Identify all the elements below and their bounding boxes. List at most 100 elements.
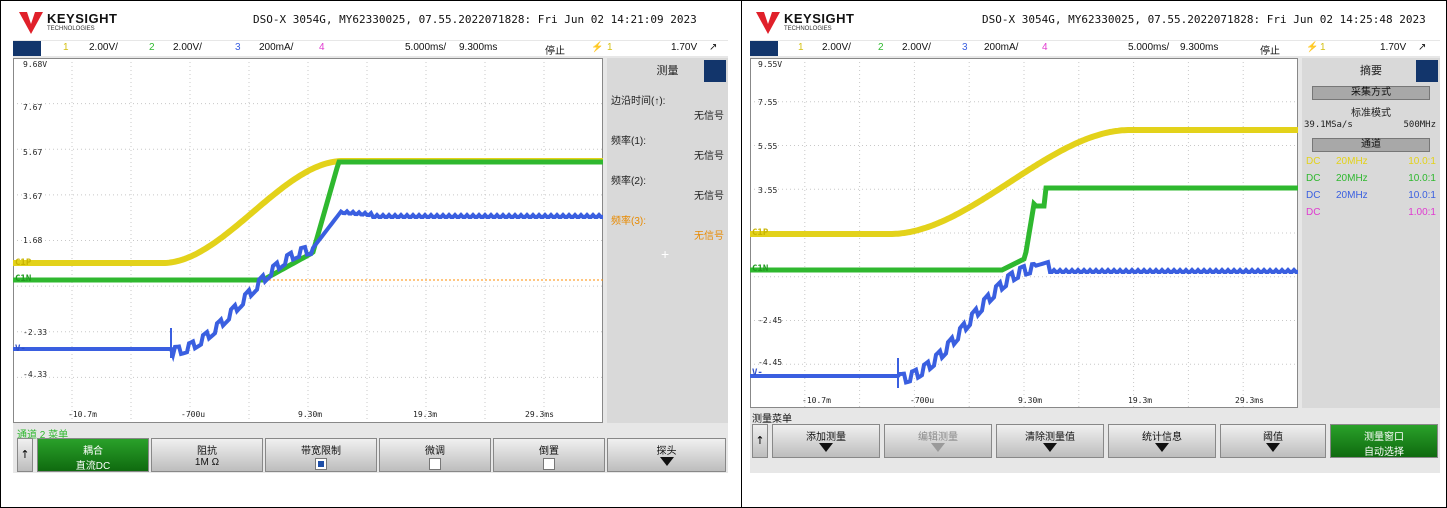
softkey-fine[interactable]: 微调 <box>379 438 491 472</box>
softkey-invert[interactable]: 倒置 <box>493 438 605 472</box>
trigger-level[interactable]: 1.70V <box>671 42 698 53</box>
sidebar-close-button[interactable] <box>704 60 726 82</box>
ch1-number[interactable]: 1 <box>798 42 804 53</box>
measurement-label: 边沿时间(↑): <box>611 96 666 107</box>
ch3-scale[interactable]: 200mA/ <box>984 42 1019 53</box>
softkey-statistics[interactable]: 统计信息 <box>1108 424 1216 458</box>
brand-subtitle: TECHNOLOGIES <box>47 26 95 32</box>
softkey-probe[interactable]: 探头 <box>607 438 726 472</box>
x-label: 19.3m <box>413 410 438 419</box>
delay[interactable]: 9.300ms <box>459 42 498 53</box>
softkey-bw-limit[interactable]: 带宽限制 <box>265 438 377 472</box>
ch1-number[interactable]: 1 <box>63 42 69 53</box>
run-state[interactable]: 停止 <box>1260 46 1280 57</box>
y-label: 9.55V <box>758 60 783 69</box>
channel-summary-bw: 20MHz <box>1336 173 1368 184</box>
v-minus-marker: V- <box>752 368 763 378</box>
softkey-edit-measurement[interactable]: 编辑测量 <box>884 424 992 458</box>
x-label: -10.7m <box>68 410 97 419</box>
channel-summary-row: DC 20MHz 10.0:1 <box>1306 156 1436 172</box>
ch4-number[interactable]: 4 <box>1042 42 1048 53</box>
channel-summary-ratio: 1.00:1 <box>1408 207 1436 218</box>
softkey-label: 编辑测量 <box>918 432 958 443</box>
channel-button[interactable]: 通道 <box>1312 138 1430 152</box>
timebase[interactable]: 5.000ms/ <box>405 42 447 53</box>
timebase[interactable]: 5.000ms/ <box>1128 42 1170 53</box>
x-label: 29.3ms <box>525 410 554 419</box>
channel-summary-bw: 20MHz <box>1336 190 1368 201</box>
channel-summary-row: DC 1.00:1 <box>1306 207 1436 223</box>
invert-checkbox[interactable] <box>543 458 555 470</box>
softkey-clear-measurements[interactable]: 清除测量值 <box>996 424 1104 458</box>
bandwidth: 500MHz <box>1403 120 1436 130</box>
measurement-row[interactable]: 边沿时间(↑): 无信号 <box>611 92 724 122</box>
softkey-coupling[interactable]: 耦合 直流DC <box>37 438 149 472</box>
measurement-value: 无信号 <box>694 111 724 122</box>
ch1-scale[interactable]: 2.00V/ <box>822 42 851 53</box>
measurement-row[interactable]: 频率(2): 无信号 <box>611 172 724 202</box>
channel-summary-cpl: DC <box>1306 173 1321 184</box>
softkey-label: 阻抗 <box>197 446 217 457</box>
measurement-row[interactable]: 频率(1): 无信号 <box>611 132 724 162</box>
channel-row: 1 2.00V/ 2 2.00V/ 3 200mA/ 4 5.000ms/ 9.… <box>750 41 1440 57</box>
ch3-scale[interactable]: 200mA/ <box>259 42 294 53</box>
sidebar-close-button[interactable] <box>1416 60 1438 82</box>
v-minus-marker: V- <box>15 344 26 354</box>
measurement-value: 无信号 <box>694 191 724 202</box>
acquisition-button[interactable]: 采集方式 <box>1312 86 1430 100</box>
bw-limit-checkbox[interactable] <box>315 458 327 470</box>
status-line: 测量菜单 <box>752 414 792 425</box>
channel-summary-row: DC 20MHz 10.0:1 <box>1306 190 1436 206</box>
right-screenshot-frame: KEYSIGHT TECHNOLOGIES DSO-X 3054G, MY623… <box>741 0 1447 508</box>
softkey-value: 自动选择 <box>1364 447 1404 458</box>
channel-badge <box>750 41 778 56</box>
softkey-value: 1M Ω <box>194 457 220 468</box>
softkey-measurement-window[interactable]: 测量窗口 自动选择 <box>1330 424 1438 458</box>
trigger-edge-icon: ↗ <box>709 42 718 53</box>
menu-up-button[interactable]: ↑ <box>752 424 768 458</box>
measurement-label: 频率(1): <box>611 136 646 147</box>
channel-summary-ratio: 10.0:1 <box>1408 173 1436 184</box>
ch1-scale[interactable]: 2.00V/ <box>89 42 118 53</box>
ch4-number[interactable]: 4 <box>319 42 325 53</box>
waveform-area[interactable]: 9.55V 7.55 5.55 3.55 -2.45 -4.45 -10.7m … <box>750 58 1298 408</box>
fine-checkbox[interactable] <box>429 458 441 470</box>
ch3-trace <box>750 259 1298 385</box>
ch2-scale[interactable]: 2.00V/ <box>902 42 931 53</box>
ch1-trace <box>13 158 603 266</box>
ch2-scale[interactable]: 2.00V/ <box>173 42 202 53</box>
keysight-logo-icon <box>19 12 43 34</box>
trigger-level[interactable]: 1.70V <box>1380 42 1407 53</box>
ch3-number[interactable]: 3 <box>235 42 241 53</box>
softkey-impedance[interactable]: 阻抗 1M Ω <box>151 438 263 472</box>
menu-up-button[interactable]: ↑ <box>17 438 33 472</box>
channel-row: 1 2.00V/ 2 2.00V/ 3 200mA/ 4 5.000ms/ 9.… <box>13 41 728 57</box>
measurement-row[interactable]: 频率(3): 无信号 <box>611 212 724 242</box>
channel-badge <box>13 41 41 56</box>
ch2-number[interactable]: 2 <box>149 42 155 53</box>
arrow-down-icon <box>1043 443 1057 452</box>
softkey-value: 直流DC <box>75 461 111 472</box>
summary-sidebar: 摘要 采集方式 标准模式 39.1MSa/s 500MHz 通道 DC 20MHz… <box>1302 58 1440 408</box>
add-measurement-icon[interactable]: + <box>661 246 670 262</box>
delay[interactable]: 9.300ms <box>1180 42 1219 53</box>
trigger-source[interactable]: 1 <box>607 42 613 53</box>
softkey-add-measurement[interactable]: 添加测量 <box>772 424 880 458</box>
c1n-marker: C1N <box>752 264 769 274</box>
y-label: 7.55 <box>758 98 778 107</box>
trigger-icon: ⚡ <box>1306 42 1319 53</box>
ch3-trace <box>13 208 603 363</box>
trigger-source[interactable]: 1 <box>1320 42 1326 53</box>
trigger-edge-icon: ↗ <box>1418 42 1427 53</box>
oscilloscope-screen-left: KEYSIGHT TECHNOLOGIES DSO-X 3054G, MY623… <box>13 8 728 473</box>
run-state[interactable]: 停止 <box>545 46 565 57</box>
channel-summary-cpl: DC <box>1306 156 1321 167</box>
arrow-down-icon <box>659 457 674 466</box>
arrow-down-icon <box>1266 443 1280 452</box>
softkey-threshold[interactable]: 阈值 <box>1220 424 1326 458</box>
ch3-number[interactable]: 3 <box>962 42 968 53</box>
ch2-number[interactable]: 2 <box>878 42 884 53</box>
x-label: 9.30m <box>298 410 323 419</box>
waveform-area[interactable]: 9.68V 7.67 5.67 3.67 1.68 -2.33 -4.33 -1… <box>13 58 603 423</box>
status-line: 通道 2 菜单 <box>17 430 69 441</box>
